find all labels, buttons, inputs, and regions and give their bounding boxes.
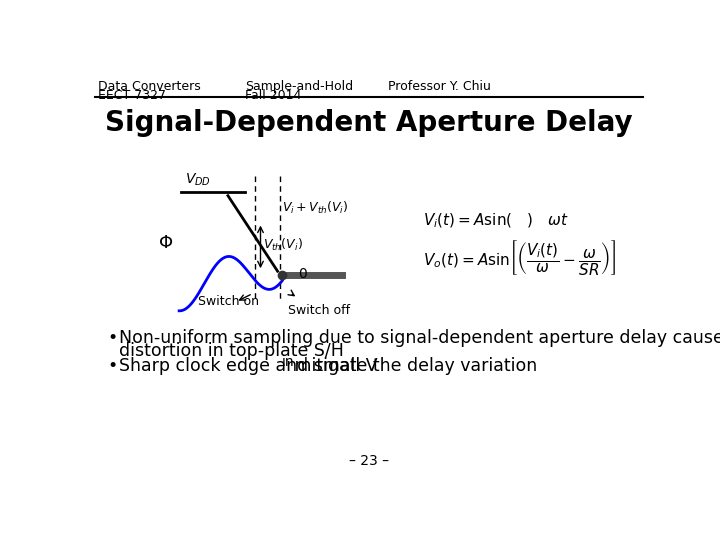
Text: Professor Y. Chiu: Professor Y. Chiu <box>388 80 491 93</box>
Text: $V_{DD}$: $V_{DD}$ <box>184 172 210 188</box>
Text: $V_{th}(V_i)$: $V_{th}(V_i)$ <box>263 237 302 253</box>
Text: Signal-Dependent Aperture Delay: Signal-Dependent Aperture Delay <box>105 109 633 137</box>
Text: $V_i(t) = A\sin(\quad)\quad \omega t$: $V_i(t) = A\sin(\quad)\quad \omega t$ <box>423 211 569 230</box>
Text: •: • <box>107 329 117 347</box>
Text: $V_i + V_{th}(V_i)$: $V_i + V_{th}(V_i)$ <box>282 200 348 215</box>
Text: Switch off: Switch off <box>287 303 350 316</box>
Text: Sharp clock edge and small V: Sharp clock edge and small V <box>120 357 378 375</box>
Text: 0: 0 <box>297 267 307 281</box>
Text: in: in <box>282 355 294 369</box>
Text: •: • <box>107 357 117 375</box>
Text: Non-uniform sampling due to signal-dependent aperture delay causes: Non-uniform sampling due to signal-depen… <box>120 329 720 347</box>
Text: Switch on: Switch on <box>199 295 259 308</box>
Text: – 23 –: – 23 – <box>349 454 389 468</box>
Text: $V_o(t) = A\sin\!\left[\left(\dfrac{V_i(t)}{\omega} - \dfrac{\omega}{SR}\right)\: $V_o(t) = A\sin\!\left[\left(\dfrac{V_i(… <box>423 238 616 277</box>
Text: $\Phi$: $\Phi$ <box>158 234 174 252</box>
Text: Fall 2014: Fall 2014 <box>245 90 302 103</box>
Text: EECT 7327: EECT 7327 <box>98 90 166 103</box>
Text: Sample-and-Hold: Sample-and-Hold <box>245 80 353 93</box>
Text: Data Converters: Data Converters <box>98 80 200 93</box>
Text: distortion in top-plate S/H: distortion in top-plate S/H <box>120 342 344 360</box>
Text: mitigate the delay variation: mitigate the delay variation <box>289 357 537 375</box>
